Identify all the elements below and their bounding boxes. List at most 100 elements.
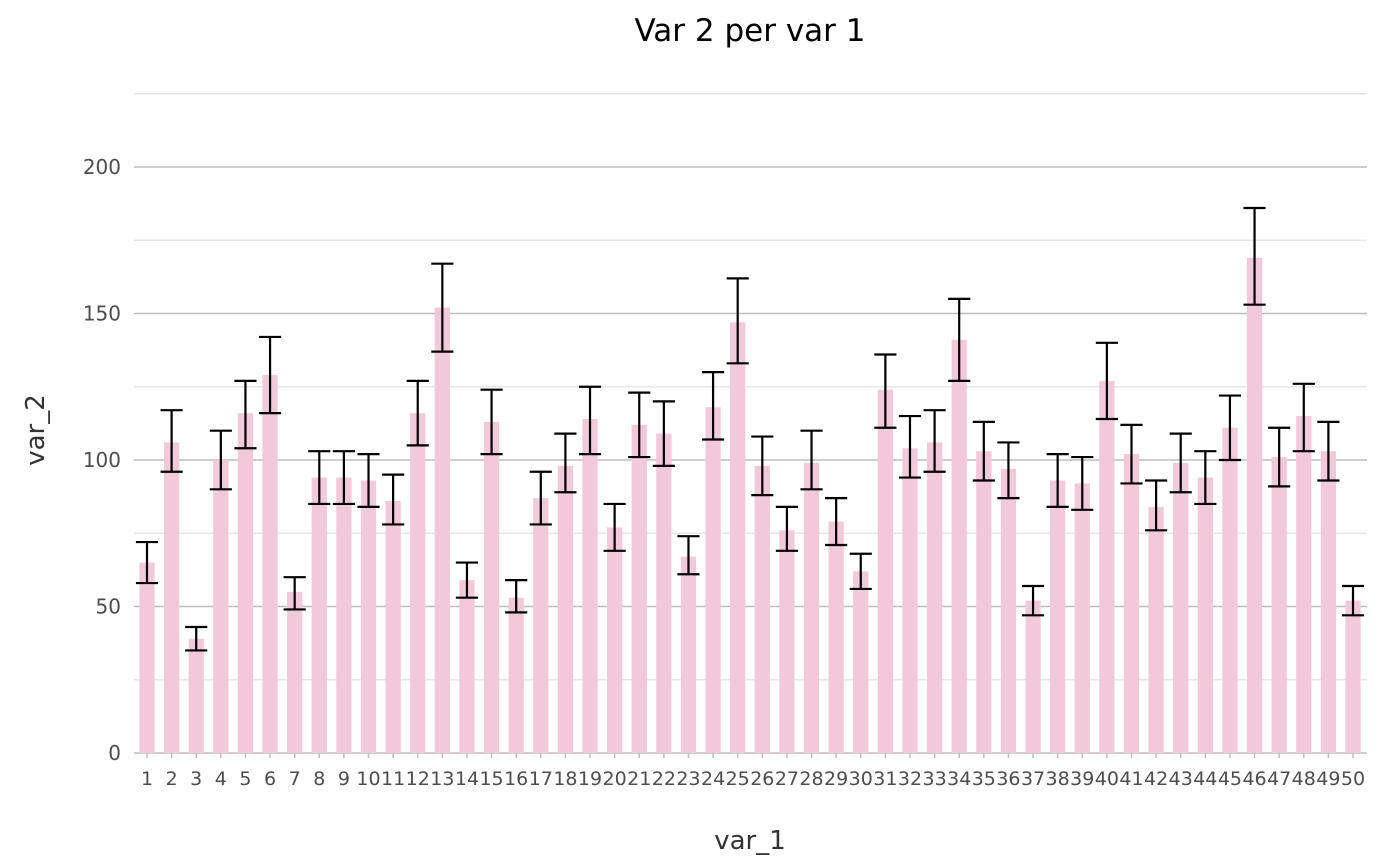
- x-axis-title: var_1: [714, 826, 786, 856]
- y-axis-tick-labels: 0 50 100 150 200: [83, 155, 121, 765]
- error-bar-45: [1218, 394, 1242, 462]
- x-tick-label: 24: [701, 768, 725, 790]
- y-tick-label: 0: [108, 741, 121, 765]
- error-bar-36: [997, 441, 1020, 500]
- error-bar-23: [677, 535, 700, 576]
- error-bar-11: [382, 473, 405, 526]
- bar-42: [1148, 506, 1164, 753]
- bar-14: [459, 580, 475, 753]
- bar-15: [483, 421, 500, 753]
- x-tick-label: 18: [553, 768, 577, 790]
- bar-45: [1222, 427, 1238, 753]
- bar-41: [1123, 454, 1140, 753]
- error-bar-7: [283, 576, 306, 611]
- x-tick-label: 5: [239, 768, 251, 790]
- x-tick-label: 9: [338, 768, 350, 790]
- x-tick-label: 26: [750, 768, 774, 790]
- error-bar-39: [1071, 455, 1094, 511]
- error-bar-46: [1243, 206, 1266, 306]
- error-bar-41: [1120, 423, 1143, 485]
- x-tick-label: 37: [1021, 768, 1045, 790]
- y-tick-label: 200: [83, 155, 121, 179]
- x-tick-label: 35: [972, 768, 996, 790]
- x-tick-label: 4: [215, 768, 227, 790]
- error-bar-26: [751, 435, 774, 497]
- x-tick-label: 23: [676, 768, 700, 790]
- chart-title: Var 2 per var 1: [635, 13, 866, 49]
- bar-25: [730, 322, 746, 753]
- error-bar-1: [135, 540, 159, 585]
- bar-28: [803, 462, 820, 753]
- x-tick-label: 48: [1292, 768, 1316, 790]
- bar-47: [1271, 457, 1287, 753]
- x-tick-label: 39: [1070, 768, 1094, 790]
- x-axis-ticks: [146, 753, 1354, 758]
- x-tick-label: 14: [455, 768, 479, 790]
- bar-3: [188, 638, 204, 753]
- error-bar-19: [578, 385, 602, 456]
- error-bar-9: [332, 450, 355, 506]
- x-axis-tick-labels: 1 2 3 4 5 6 7 8 9 10 11 12 13 14 15 16 17 18 19 20 21 22 23 24 2…: [141, 768, 1365, 790]
- error-bar-27: [775, 505, 798, 552]
- error-bar-4: [209, 429, 232, 491]
- x-tick-label: 19: [578, 768, 602, 790]
- bar-18: [557, 465, 574, 753]
- bar-36: [1000, 468, 1017, 753]
- error-bar-35: [972, 420, 995, 482]
- error-bar-10: [357, 453, 380, 508]
- error-bar-3: [185, 625, 208, 652]
- y-tick-label: 50: [96, 595, 121, 619]
- error-bar-37: [1021, 584, 1045, 617]
- x-tick-label: 15: [479, 768, 503, 790]
- error-bar-32: [898, 414, 922, 479]
- error-bar-2: [160, 409, 183, 473]
- bar-26: [754, 465, 770, 753]
- bar-22: [656, 433, 672, 753]
- bar-43: [1173, 462, 1189, 753]
- x-tick-label: 17: [529, 768, 553, 790]
- x-tick-label: 43: [1169, 768, 1193, 790]
- bar-8: [311, 477, 327, 753]
- x-tick-label: 33: [922, 768, 946, 790]
- x-tick-label: 13: [430, 768, 454, 790]
- x-tick-label: 29: [824, 768, 848, 790]
- error-bar-20: [603, 502, 626, 552]
- x-tick-label: 50: [1341, 768, 1365, 790]
- x-tick-label: 12: [406, 768, 430, 790]
- x-tick-label: 27: [775, 768, 799, 790]
- x-tick-label: 10: [356, 768, 380, 790]
- x-tick-label: 44: [1193, 768, 1217, 790]
- error-bar-42: [1145, 479, 1168, 532]
- error-bar-18: [554, 432, 577, 494]
- x-tick-label: 2: [166, 768, 178, 790]
- x-tick-label: 47: [1267, 768, 1291, 790]
- x-tick-label: 22: [652, 768, 676, 790]
- error-bar-30: [849, 552, 872, 591]
- error-bar-43: [1169, 432, 1192, 494]
- bar-34: [951, 339, 967, 753]
- x-tick-label: 25: [726, 768, 750, 790]
- bar-21: [631, 424, 647, 753]
- error-bar-50: [1341, 584, 1365, 617]
- error-bar-17: [529, 470, 552, 526]
- bar-32: [902, 448, 918, 753]
- x-tick-label: 7: [289, 768, 301, 790]
- error-bar-33: [923, 409, 946, 473]
- x-tick-label: 38: [1046, 768, 1070, 790]
- bar-44: [1197, 477, 1213, 753]
- x-tick-label: 3: [190, 768, 202, 790]
- bar-9: [336, 477, 352, 753]
- error-bar-13: [431, 262, 454, 353]
- error-bar-29: [825, 496, 848, 547]
- x-tick-label: 11: [381, 768, 405, 790]
- bar-50: [1345, 600, 1361, 753]
- bar-4: [213, 460, 229, 753]
- x-tick-label: 8: [313, 768, 325, 790]
- error-bar-12: [406, 379, 429, 447]
- bar-39: [1074, 483, 1090, 753]
- error-bar-5: [234, 379, 257, 450]
- bar-33: [926, 442, 943, 753]
- bar-49: [1320, 451, 1337, 753]
- x-tick-label: 32: [898, 768, 922, 790]
- x-tick-label: 30: [849, 768, 873, 790]
